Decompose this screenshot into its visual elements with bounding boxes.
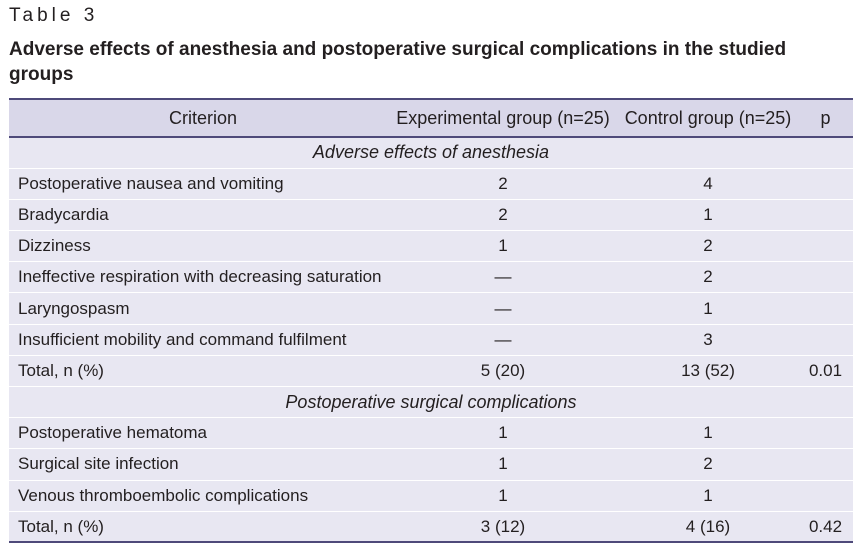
table-row: Postoperative hematoma 1 1: [9, 417, 853, 450]
cell-p: [798, 448, 853, 481]
cell-control: 3: [618, 324, 798, 356]
cell-criterion: Bradycardia: [9, 199, 388, 232]
cell-p: [798, 261, 853, 294]
cell-control: 13 (52): [618, 355, 798, 388]
cell-control: 1: [618, 292, 798, 325]
cell-criterion: Dizziness: [9, 230, 388, 263]
cell-criterion: Total, n (%): [9, 511, 388, 544]
cell-experimental: 3 (12): [388, 511, 618, 544]
cell-p: [798, 417, 853, 450]
cell-p: [798, 324, 853, 356]
data-table: Criterion Experimental group (n=25) Cont…: [9, 98, 853, 544]
table-row: Bradycardia 2 1: [9, 199, 853, 232]
cell-p: 0.01: [798, 355, 853, 388]
cell-criterion: Venous thromboembolic complications: [9, 480, 388, 512]
cell-control: 1: [618, 480, 798, 512]
cell-p: [798, 168, 853, 200]
cell-criterion: Surgical site infection: [9, 448, 388, 481]
cell-criterion: Laryngospasm: [9, 292, 388, 325]
cell-experimental: —: [388, 324, 618, 356]
cell-control: 4 (16): [618, 511, 798, 544]
column-header-control: Control group (n=25): [618, 98, 798, 138]
section-heading: Postoperative surgical complications: [9, 386, 853, 419]
cell-control: 4: [618, 168, 798, 200]
cell-experimental: —: [388, 292, 618, 325]
cell-control: 1: [618, 417, 798, 450]
cell-experimental: 1: [388, 448, 618, 481]
cell-experimental: 2: [388, 199, 618, 232]
column-header-criterion: Criterion: [9, 98, 388, 138]
cell-criterion: Ineffective respiration with decreasing …: [9, 261, 388, 294]
table-row: Laryngospasm — 1: [9, 292, 853, 325]
column-header-p: p: [798, 98, 853, 138]
cell-criterion: Insufficient mobility and command fulfil…: [9, 324, 388, 356]
table-row: Insufficient mobility and command fulfil…: [9, 324, 853, 356]
header-row: Criterion Experimental group (n=25) Cont…: [9, 98, 853, 138]
column-header-experimental: Experimental group (n=25): [388, 98, 618, 138]
table-row: Venous thromboembolic complications 1 1: [9, 480, 853, 512]
cell-criterion: Postoperative hematoma: [9, 417, 388, 450]
table-row: Ineffective respiration with decreasing …: [9, 261, 853, 294]
cell-p: [798, 230, 853, 263]
cell-criterion: Total, n (%): [9, 355, 388, 388]
table-row: Postoperative nausea and vomiting 2 4: [9, 168, 853, 200]
section-row: Adverse effects of anesthesia: [9, 137, 853, 169]
cell-experimental: —: [388, 261, 618, 294]
cell-experimental: 1: [388, 480, 618, 512]
table-row: Surgical site infection 1 2: [9, 448, 853, 481]
cell-control: 2: [618, 230, 798, 263]
table-row: Dizziness 1 2: [9, 230, 853, 263]
table-label: Table 3: [9, 5, 99, 26]
cell-experimental: 1: [388, 230, 618, 263]
cell-p: [798, 199, 853, 232]
cell-experimental: 2: [388, 168, 618, 200]
cell-criterion: Postoperative nausea and vomiting: [9, 168, 388, 200]
total-row: Total, n (%) 3 (12) 4 (16) 0.42: [9, 511, 853, 544]
cell-control: 1: [618, 199, 798, 232]
cell-p: 0.42: [798, 511, 853, 544]
cell-p: [798, 480, 853, 512]
cell-control: 2: [618, 448, 798, 481]
table-title: Adverse effects of anesthesia and postop…: [9, 39, 787, 85]
section-heading: Adverse effects of anesthesia: [9, 137, 853, 169]
total-row: Total, n (%) 5 (20) 13 (52) 0.01: [9, 355, 853, 388]
cell-p: [798, 292, 853, 325]
cell-control: 2: [618, 261, 798, 294]
section-row: Postoperative surgical complications: [9, 386, 853, 419]
cell-experimental: 1: [388, 417, 618, 450]
cell-experimental: 5 (20): [388, 355, 618, 388]
